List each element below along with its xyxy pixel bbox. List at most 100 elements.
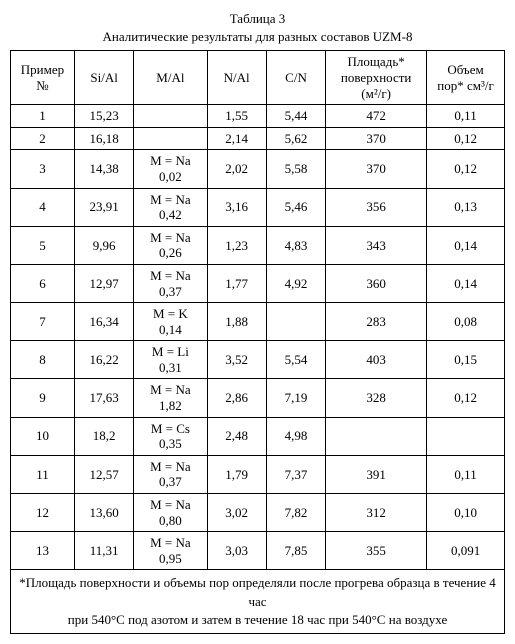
cell-nal: 2,48 [207,417,266,455]
cell-surface: 328 [326,379,427,417]
caption-line-2: Аналитические результаты для разных сост… [10,28,505,46]
cell-sial: 16,18 [74,127,133,150]
cell-cn: 7,82 [266,494,325,532]
cell-mal: M = Na0,26 [134,226,207,264]
col-header-example: Пример № [11,51,75,105]
cell-pore [427,417,505,455]
cell-nal: 2,14 [207,127,266,150]
cell-pore: 0,091 [427,532,505,570]
cell-example: 10 [11,417,75,455]
table-row: 423,91M = Na0,423,165,463560,13 [11,188,505,226]
cell-sial: 16,34 [74,303,133,341]
cell-nal: 3,02 [207,494,266,532]
cell-surface: 283 [326,303,427,341]
cell-pore: 0,15 [427,341,505,379]
cell-example: 4 [11,188,75,226]
mal-label: M = Na [150,382,191,397]
cell-cn: 4,83 [266,226,325,264]
cell-nal: 1,77 [207,264,266,302]
cell-example: 2 [11,127,75,150]
cell-surface: 356 [326,188,427,226]
col-header-cn: C/N [266,51,325,105]
mal-value: 0,35 [159,436,182,451]
table-row: 59,96M = Na0,261,234,833430,14 [11,226,505,264]
table-row: 1112,57M = Na0,371,797,373910,11 [11,455,505,493]
cell-mal: M = Na0,42 [134,188,207,226]
cell-surface: 391 [326,455,427,493]
cell-cn: 7,19 [266,379,325,417]
cell-surface: 343 [326,226,427,264]
mal-value: 0,95 [159,551,182,566]
mal-label: M = Na [150,459,191,474]
table-row: 612,97M = Na0,371,774,923600,14 [11,264,505,302]
cell-pore: 0,11 [427,105,505,128]
mal-label: M = Cs [151,421,190,436]
mal-label: M = Na [150,192,191,207]
cell-example: 1 [11,105,75,128]
table-row: 115,231,555,444720,11 [11,105,505,128]
cell-pore: 0,10 [427,494,505,532]
cell-sial: 16,22 [74,341,133,379]
cell-nal: 1,55 [207,105,266,128]
mal-value: 0,14 [159,322,182,337]
cell-cn: 5,62 [266,127,325,150]
cell-mal: M = Na0,80 [134,494,207,532]
table-row: 1018,2M = Cs0,352,484,98 [11,417,505,455]
cell-example: 6 [11,264,75,302]
mal-value: 0,02 [159,169,182,184]
cell-nal: 3,52 [207,341,266,379]
cell-mal: M = Cs0,35 [134,417,207,455]
footnote-row: *Площадь поверхности и объемы пор опреде… [11,570,505,634]
cell-sial: 23,91 [74,188,133,226]
cell-cn: 5,58 [266,150,325,188]
cell-example: 9 [11,379,75,417]
cell-mal: M = Na0,37 [134,455,207,493]
mal-label: M = Na [150,230,191,245]
cell-nal: 3,03 [207,532,266,570]
cell-nal: 1,23 [207,226,266,264]
cell-surface: 312 [326,494,427,532]
caption-line-1: Таблица 3 [10,10,505,28]
cell-mal [134,105,207,128]
col-header-nal: N/Al [207,51,266,105]
cell-nal: 2,86 [207,379,266,417]
cell-mal: M = K0,14 [134,303,207,341]
cell-sial: 12,97 [74,264,133,302]
cell-example: 12 [11,494,75,532]
mal-label: M = K [153,306,188,321]
table-row: 1311,31M = Na0,953,037,853550,091 [11,532,505,570]
mal-label: M = Na [150,497,191,512]
mal-value: 0,37 [159,284,182,299]
cell-surface: 370 [326,150,427,188]
mal-label: M = Na [150,268,191,283]
surface-l3: (м²/г) [361,86,391,101]
surface-l1: Площадь* [348,54,405,69]
header-row: Пример № Si/Al M/Al N/Al C/N Площадь* по… [11,51,505,105]
cell-pore: 0,14 [427,226,505,264]
table-row: 917,63M = Na1,822,867,193280,12 [11,379,505,417]
mal-label: M = Na [150,535,191,550]
cell-cn: 4,98 [266,417,325,455]
cell-surface: 403 [326,341,427,379]
cell-sial: 13,60 [74,494,133,532]
cell-mal: M = Na1,82 [134,379,207,417]
footnote-cell: *Площадь поверхности и объемы пор опреде… [11,570,505,634]
cell-nal: 1,79 [207,455,266,493]
cell-nal: 1,88 [207,303,266,341]
cell-surface: 360 [326,264,427,302]
cell-cn [266,303,325,341]
cell-example: 8 [11,341,75,379]
mal-value: 0,31 [159,360,182,375]
col-header-surface: Площадь* поверхности (м²/г) [326,51,427,105]
cell-sial: 14,38 [74,150,133,188]
cell-surface: 370 [326,127,427,150]
cell-sial: 9,96 [74,226,133,264]
cell-cn: 4,92 [266,264,325,302]
cell-pore: 0,12 [427,127,505,150]
col-header-mal: M/Al [134,51,207,105]
pore-l2: пор* см³/г [437,78,494,93]
mal-label: M = Li [152,344,189,359]
cell-pore: 0,12 [427,379,505,417]
cell-cn: 7,85 [266,532,325,570]
cell-sial: 11,31 [74,532,133,570]
